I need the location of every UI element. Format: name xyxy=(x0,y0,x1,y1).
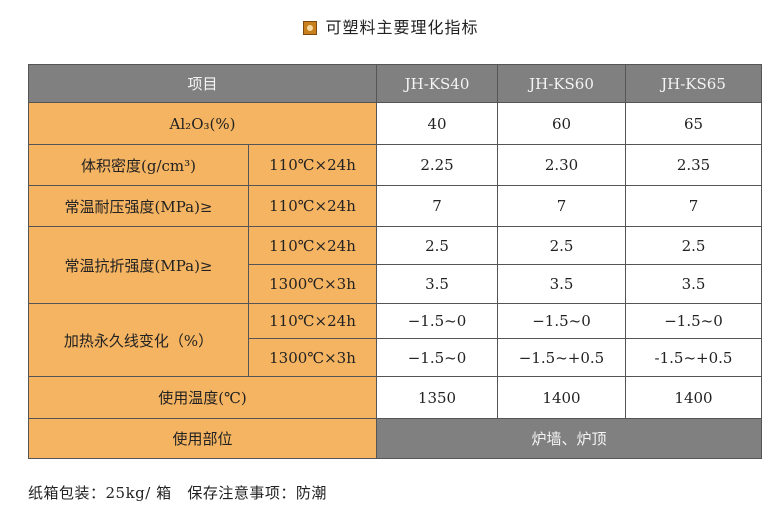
cell-value: 40 xyxy=(376,102,499,145)
cell-value: 2.30 xyxy=(497,144,627,186)
header-ks60: JH-KS60 xyxy=(497,64,627,103)
cell-value: 65 xyxy=(625,102,763,145)
table-row: 体积密度(g/cm³) 110℃×24h 2.25 2.30 2.35 xyxy=(28,144,763,186)
table-row: 常温抗折强度(MPa)≥ 110℃×24h 2.5 2.5 2.5 xyxy=(28,226,763,304)
cell-value: 1400 xyxy=(625,376,763,419)
table-row: 常温耐压强度(MPa)≥ 110℃×24h 7 7 7 xyxy=(28,185,763,227)
cell-value: −1.5~0 xyxy=(376,303,499,339)
table-row: 使用温度(℃) 1350 1400 1400 xyxy=(27,376,763,419)
page-title: 可塑料主要理化指标 xyxy=(0,14,782,38)
row-condition: 110℃×24h xyxy=(247,303,378,339)
cell-value: 2.5 xyxy=(376,226,499,265)
row-label-usage: 使用部位 xyxy=(27,418,378,459)
table-row: 1300℃×3h −1.5~0 −1.5~+0.5 -1.5~+0.5 xyxy=(29,338,763,377)
row-condition: 110℃×24h xyxy=(247,144,378,186)
table-row: Al₂O₃(%) 40 60 65 xyxy=(27,102,763,145)
cell-value: 3.5 xyxy=(625,264,763,304)
row-condition: 110℃×24h xyxy=(247,226,378,265)
packaging-note: 纸箱包装：25kg/ 箱 xyxy=(28,484,172,502)
cell-value: −1.5~0 xyxy=(625,303,763,339)
cell-value: 2.5 xyxy=(497,226,627,265)
cell-value: 7 xyxy=(376,185,499,227)
header-item: 项目 xyxy=(27,64,378,103)
cell-value: 60 xyxy=(497,102,627,145)
cell-value: −1.5~0 xyxy=(376,338,499,377)
header-ks40: JH-KS40 xyxy=(376,64,499,103)
row-condition: 1300℃×3h xyxy=(247,338,378,377)
cell-value: 3.5 xyxy=(497,264,627,304)
title-text: 可塑料主要理化指标 xyxy=(325,18,479,37)
table-row: 使用部位 炉墙、炉顶 xyxy=(27,418,763,459)
cell-value: 1400 xyxy=(497,376,627,419)
row-condition: 1300℃×3h xyxy=(247,264,378,304)
cell-value: 3.5 xyxy=(376,264,499,304)
row-label-linear-change: 加热永久线变化（%） xyxy=(28,303,249,377)
header-ks65: JH-KS65 xyxy=(625,64,763,103)
cell-value: −1.5~0 xyxy=(497,303,627,339)
row-label-compressive: 常温耐压强度(MPa)≥ xyxy=(28,185,249,227)
row-condition: 110℃×24h xyxy=(247,185,378,227)
table-row: 1300℃×3h 3.5 3.5 3.5 xyxy=(29,264,763,304)
usage-value: 炉墙、炉顶 xyxy=(376,418,763,459)
properties-table: 项目 JH-KS40 JH-KS60 JH-KS65 Al₂O₃(%) 40 6… xyxy=(27,64,763,459)
cell-value: 7 xyxy=(625,185,763,227)
row-label-density: 体积密度(g/cm³) xyxy=(28,144,249,186)
cell-value: 7 xyxy=(497,185,627,227)
bullet-icon xyxy=(303,21,318,35)
table-header-row: 项目 JH-KS40 JH-KS60 JH-KS65 xyxy=(27,64,763,103)
row-label-flexural: 常温抗折强度(MPa)≥ xyxy=(28,226,249,304)
storage-note: 保存注意事项：防潮 xyxy=(187,484,327,502)
cell-value: −1.5~+0.5 xyxy=(497,338,627,377)
row-label-al2o3: Al₂O₃(%) xyxy=(27,102,378,145)
cell-value: 1350 xyxy=(376,376,499,419)
cell-value: 2.5 xyxy=(625,226,763,265)
cell-value: 2.35 xyxy=(625,144,763,186)
cell-value: -1.5~+0.5 xyxy=(625,338,763,377)
cell-value: 2.25 xyxy=(376,144,499,186)
row-label-temperature: 使用温度(℃) xyxy=(27,376,378,419)
table-row: 加热永久线变化（%） 110℃×24h −1.5~0 −1.5~0 −1.5~0 xyxy=(28,303,763,377)
footer-note: 纸箱包装：25kg/ 箱 保存注意事项：防潮 xyxy=(28,482,327,503)
